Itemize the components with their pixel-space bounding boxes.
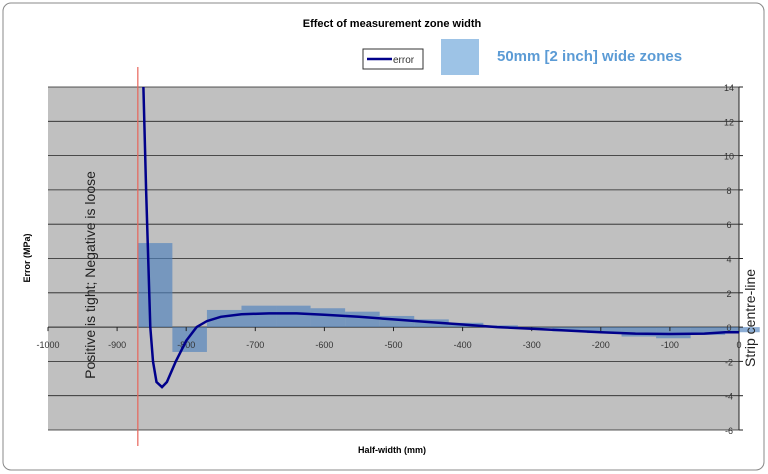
x-tick-label: -600: [315, 340, 333, 350]
x-tick-label: -500: [384, 340, 402, 350]
y-tick-label: 6: [726, 220, 731, 230]
y-tick-label: 14: [724, 83, 734, 93]
zone-bar: [725, 327, 760, 333]
zones-label: 50mm [2 inch] wide zones: [497, 48, 682, 65]
zone-bar: [552, 327, 587, 332]
zones-swatch: [441, 39, 479, 75]
chart-title: Effect of measurement zone width: [303, 18, 482, 30]
zone-bar: [172, 327, 207, 352]
y-axis-label: Error (MPa): [22, 233, 32, 282]
legend-label-error: error: [393, 55, 415, 66]
zone-bar: [656, 327, 691, 339]
y-tick-label: 12: [724, 117, 734, 127]
zone-bar: [586, 327, 622, 334]
x-tick-label: -800: [177, 340, 195, 350]
legend-box: [362, 48, 424, 70]
x-tick-label: -300: [523, 340, 541, 350]
y-tick-label: -6: [725, 426, 733, 436]
x-tick-label: -1000: [36, 340, 59, 350]
y-tick-label: 4: [726, 255, 731, 265]
annotation-right: Strip centre-line: [742, 269, 758, 367]
x-tick-label: -700: [246, 340, 264, 350]
y-tick-label: 10: [724, 152, 734, 162]
zone-bar: [379, 315, 415, 328]
y-tick-label: 8: [726, 186, 731, 196]
zone-bar: [241, 305, 277, 328]
x-tick-label: -400: [454, 340, 472, 350]
zone-bar: [517, 327, 553, 328]
annotation-left: Positive is tight; Negative is loose: [82, 171, 98, 379]
x-tick-label: -200: [592, 340, 610, 350]
y-tick-label: -4: [725, 392, 733, 402]
zone-bar: [137, 243, 173, 328]
zone-bar: [690, 327, 726, 335]
x-tick-label: -100: [661, 340, 679, 350]
zone-bar: [276, 305, 311, 328]
x-axis-label: Half-width (mm): [358, 445, 426, 455]
series-error-line: [142, 86, 739, 389]
y-tick-label: 2: [726, 289, 731, 299]
y-tick-label: -2: [725, 357, 733, 367]
zone-bar: [621, 327, 657, 337]
y-tick-label: 0: [726, 323, 731, 333]
legend: error: [362, 48, 424, 70]
zone-bar: [345, 311, 380, 328]
zone-bar: [310, 308, 346, 328]
x-tick-label: -900: [108, 340, 126, 350]
